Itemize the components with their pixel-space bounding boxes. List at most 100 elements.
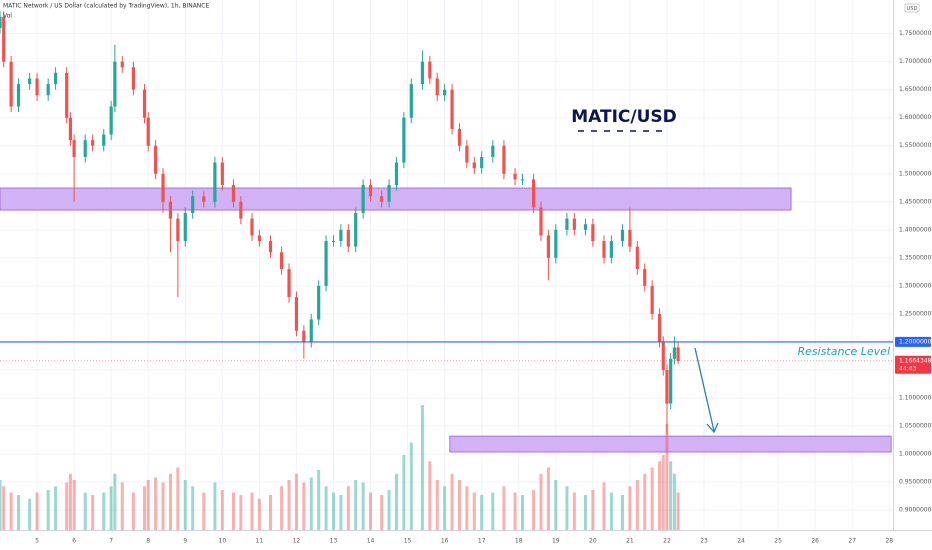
volume-bar bbox=[0, 480, 2, 530]
x-tick-label: 20 bbox=[589, 538, 597, 545]
volume-bar bbox=[331, 492, 335, 530]
volume-bar bbox=[402, 455, 406, 530]
volume-bar bbox=[35, 492, 39, 530]
y-tick-label: 1.70000000 bbox=[899, 58, 932, 65]
volume-bar bbox=[54, 486, 58, 530]
x-tick-label: 8 bbox=[146, 538, 150, 545]
volume-bar bbox=[161, 482, 165, 530]
arrow bbox=[694, 347, 719, 434]
candle-body bbox=[257, 235, 261, 242]
volume-bar bbox=[450, 473, 454, 530]
candle-body bbox=[539, 207, 543, 236]
candle-body bbox=[591, 224, 595, 242]
x-tick-label: 13 bbox=[330, 538, 338, 545]
candle-body bbox=[502, 145, 506, 174]
volume-bar bbox=[380, 495, 384, 530]
candle-body bbox=[628, 229, 632, 247]
volume-bar bbox=[635, 480, 639, 530]
volume-bar bbox=[658, 461, 662, 530]
candle-body bbox=[368, 184, 373, 197]
volume-bar bbox=[213, 482, 217, 530]
candles bbox=[0, 11, 680, 435]
candle-body bbox=[620, 229, 625, 242]
volume-bar bbox=[428, 461, 432, 530]
annotation-title: MATIC/USD bbox=[571, 107, 677, 127]
volume-bar bbox=[231, 492, 235, 530]
x-tick-label: 11 bbox=[256, 538, 264, 545]
candle-body bbox=[554, 229, 558, 258]
volume-bar bbox=[17, 495, 21, 530]
y-tick-label: 0.90000000 bbox=[899, 507, 932, 514]
axes: 0.90000000 0.95000000 1.00000000 1.05000000… bbox=[35, 30, 932, 544]
volume-bar bbox=[539, 473, 543, 530]
volume-bar bbox=[572, 492, 576, 530]
volume-bar bbox=[102, 492, 106, 530]
volume-bar bbox=[520, 495, 524, 530]
volume-bar bbox=[250, 492, 254, 530]
volume-bar bbox=[354, 480, 358, 530]
candle-body bbox=[665, 369, 669, 404]
candle-body bbox=[480, 156, 484, 169]
x-tick-label: 10 bbox=[219, 538, 227, 545]
x-tick-label: 6 bbox=[72, 538, 76, 545]
volume-bar bbox=[65, 482, 69, 530]
candle-body bbox=[176, 218, 180, 242]
candle-body bbox=[565, 218, 569, 230]
volume-bar bbox=[676, 492, 680, 530]
x-tick-label: 7 bbox=[109, 538, 113, 545]
volume-bar bbox=[650, 467, 654, 530]
volume-bar bbox=[554, 480, 558, 530]
candle-body bbox=[191, 196, 195, 214]
x-tick-label: 24 bbox=[737, 538, 745, 545]
zones bbox=[0, 187, 892, 453]
volume-bar bbox=[131, 492, 135, 530]
candle-body bbox=[402, 117, 406, 163]
volume-bar bbox=[257, 498, 261, 530]
volume-bar bbox=[280, 486, 284, 530]
volume-bar bbox=[72, 480, 76, 530]
volume-bar bbox=[591, 490, 595, 530]
candle-body bbox=[409, 84, 413, 118]
candle-body bbox=[661, 341, 665, 370]
candle-body bbox=[546, 235, 550, 258]
volume-bar bbox=[239, 495, 243, 530]
candle-body bbox=[602, 241, 606, 258]
candle-body bbox=[102, 134, 106, 146]
x-tick-label: 25 bbox=[774, 538, 782, 545]
candle-body bbox=[142, 89, 147, 118]
volume-bar bbox=[339, 495, 343, 530]
resistance-badge bbox=[895, 336, 931, 347]
currency: USD bbox=[907, 6, 918, 12]
y-tick-label: 1.30000000 bbox=[899, 282, 932, 289]
countdown: 44:43 bbox=[899, 365, 916, 372]
volume-bar bbox=[183, 480, 187, 530]
candle-body bbox=[420, 61, 425, 85]
volume-bar bbox=[669, 461, 673, 530]
candle-body bbox=[443, 89, 447, 96]
candle-body bbox=[572, 218, 576, 230]
y-tick-label: 1.25000000 bbox=[899, 310, 932, 317]
candle-body bbox=[428, 61, 432, 79]
candle-body bbox=[2, 16, 6, 62]
candle-body bbox=[465, 145, 469, 163]
candle-body bbox=[394, 162, 399, 185]
y-tick-label: 1.05000000 bbox=[899, 423, 932, 430]
volume-bar bbox=[665, 423, 669, 530]
candle-body bbox=[250, 218, 254, 236]
y-tick-label: 1.75000000 bbox=[899, 30, 932, 37]
volume-bar bbox=[113, 473, 117, 530]
currency-badge[interactable] bbox=[904, 3, 920, 13]
volume-bar bbox=[83, 492, 87, 530]
candle-body bbox=[280, 252, 284, 270]
volume-bar bbox=[532, 490, 536, 530]
x-tick-label: 5 bbox=[35, 538, 39, 545]
volume-bar bbox=[628, 486, 632, 530]
volume-bar bbox=[176, 467, 180, 530]
candle-body bbox=[450, 89, 454, 129]
candle-body bbox=[0, 16, 2, 29]
candle-body bbox=[635, 246, 639, 270]
volume-bar bbox=[361, 482, 365, 530]
volume-bar bbox=[302, 482, 306, 530]
